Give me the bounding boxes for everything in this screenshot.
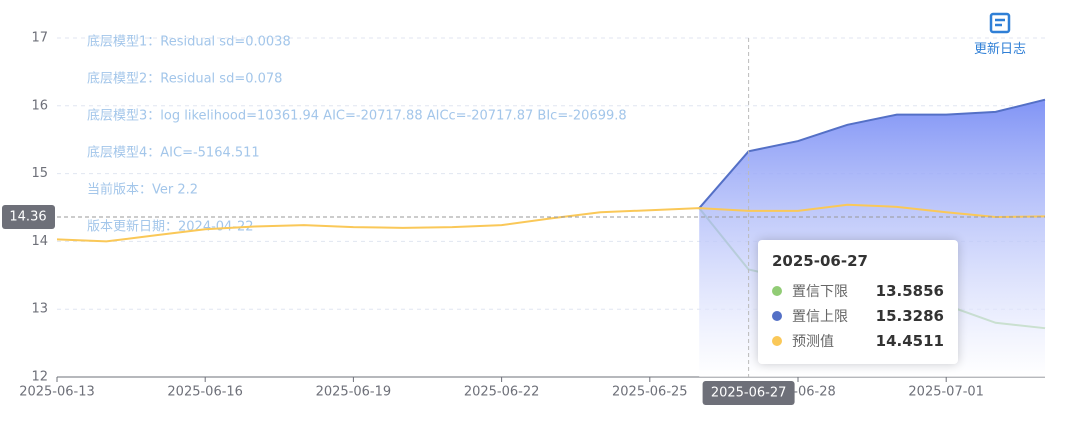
- changelog-label: 更新日志: [973, 42, 1026, 57]
- annotation: 底层模型1：Residual sd=0.0038: [87, 34, 291, 50]
- tooltip-value: 13.5856: [875, 281, 944, 300]
- tooltip-series-name: 置信上限: [792, 308, 848, 325]
- tooltip-dot: [772, 285, 782, 296]
- pointer-y-label: 14.36: [9, 209, 46, 224]
- annotation: 版本更新日期：2024-04-22: [87, 219, 254, 235]
- y-tick-label: 17: [31, 31, 48, 46]
- tooltip-value: 14.4511: [875, 331, 944, 350]
- tooltip-dot: [772, 310, 782, 321]
- x-tick-label: 2025-06-25: [612, 385, 688, 400]
- y-tick-label: 15: [31, 166, 48, 181]
- tooltip-row: 预测值 14.4511: [772, 328, 944, 353]
- tooltip-value: 15.3286: [875, 306, 944, 325]
- tooltip-dot: [772, 335, 782, 346]
- annotation: 底层模型2：Residual sd=0.078: [87, 71, 282, 87]
- tooltip-series-name: 预测值: [792, 333, 834, 350]
- tooltip-row: 置信下限 13.5856: [772, 278, 944, 303]
- y-tick-label: 14: [31, 234, 48, 249]
- annotation: 当前版本：Ver 2.2: [87, 182, 198, 198]
- tooltip-row: 置信上限 15.3286: [772, 303, 944, 328]
- annotation: 底层模型3：log likelihood=10361.94 AIC=-20717…: [87, 108, 627, 124]
- tooltip-series-name: 置信下限: [792, 283, 848, 300]
- changelog-icon: [989, 12, 1011, 34]
- x-tick-label: 2025-07-01: [908, 385, 984, 400]
- x-tick-label: 2025-06-19: [316, 385, 392, 400]
- x-tick-label: 2025-06-13: [19, 385, 95, 400]
- pointer-y-box: [2, 204, 55, 229]
- annotation: 底层模型4：AIC=-5164.511: [87, 145, 260, 161]
- tooltip-title: 2025-06-27: [772, 252, 868, 270]
- y-tick-label: 13: [31, 302, 48, 317]
- changelog-button[interactable]: 更新日志: [970, 12, 1030, 57]
- x-tick-label: 2025-06-22: [464, 385, 540, 400]
- pointer-x-label: 2025-06-27: [711, 386, 787, 401]
- tooltip: 2025-06-27 置信下限 13.5856 置信上限 15.3286 预测值 14.4…: [758, 240, 958, 364]
- series-line: [698, 98, 1046, 209]
- y-tick-label: 16: [31, 98, 48, 113]
- series-line: [56, 203, 1046, 243]
- tooltip-rows: 置信下限 13.5856 置信上限 15.3286 预测值 14.4511: [772, 278, 944, 353]
- y-tick-label: 12: [31, 370, 48, 385]
- x-tick-label: 2025-06-16: [167, 385, 243, 400]
- pointer-x-box: [702, 381, 795, 405]
